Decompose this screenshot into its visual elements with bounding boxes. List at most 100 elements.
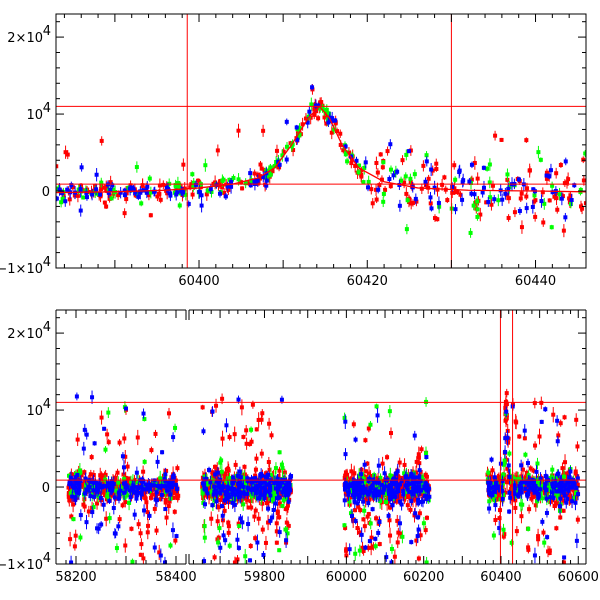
data-point	[568, 193, 573, 198]
data-point	[416, 527, 421, 532]
data-point	[81, 195, 86, 200]
data-point	[344, 150, 349, 155]
data-point	[256, 417, 261, 422]
data-point	[166, 504, 171, 509]
data-point	[407, 479, 412, 484]
data-point	[127, 476, 132, 481]
data-point	[378, 475, 383, 480]
data-point	[349, 161, 354, 166]
data-point	[277, 495, 282, 500]
data-point	[248, 543, 253, 548]
data-point	[125, 464, 130, 469]
data-point	[322, 108, 327, 113]
data-point	[277, 515, 282, 520]
data-point	[141, 556, 146, 561]
data-point	[170, 491, 175, 496]
data-point	[274, 160, 279, 165]
data-point	[118, 190, 123, 195]
data-point	[220, 494, 225, 499]
data-point	[78, 208, 83, 213]
data-point	[397, 460, 402, 465]
data-point	[424, 515, 429, 520]
data-point	[105, 494, 110, 499]
data-point	[487, 499, 492, 504]
y-tick-label: 0	[42, 185, 50, 200]
data-point	[389, 546, 394, 551]
data-point	[70, 185, 75, 190]
data-point	[575, 474, 580, 479]
data-point	[123, 454, 128, 459]
data-point	[536, 150, 541, 155]
data-point	[540, 519, 545, 524]
data-point	[222, 190, 227, 195]
data-point	[450, 190, 455, 195]
data-point	[562, 415, 567, 420]
data-point	[566, 471, 571, 476]
data-point	[68, 491, 73, 496]
data-point	[373, 544, 378, 549]
data-point	[227, 435, 232, 440]
data-point	[424, 159, 429, 164]
data-point	[263, 540, 268, 545]
data-point	[253, 473, 258, 478]
data-point	[362, 479, 367, 484]
data-point	[370, 201, 375, 206]
data-point	[517, 208, 522, 213]
data-point	[414, 470, 419, 475]
data-point	[122, 188, 127, 193]
data-point	[428, 201, 433, 206]
data-point	[384, 491, 389, 496]
data-point	[75, 437, 80, 442]
data-point	[205, 188, 210, 193]
data-point	[419, 447, 424, 452]
data-point	[573, 469, 578, 474]
data-point	[530, 495, 535, 500]
data-point	[105, 490, 110, 495]
data-point	[472, 192, 477, 197]
data-point	[364, 469, 369, 474]
data-point	[385, 149, 390, 154]
data-point	[386, 513, 391, 518]
data-point	[202, 535, 207, 540]
data-point	[453, 207, 458, 212]
data-point	[95, 191, 100, 196]
data-point	[123, 500, 128, 505]
data-point	[533, 503, 538, 508]
data-point	[173, 538, 178, 543]
data-point	[68, 475, 73, 480]
data-point	[142, 417, 147, 422]
data-point	[581, 157, 586, 162]
data-point	[164, 468, 169, 473]
data-point	[281, 498, 286, 503]
data-point	[526, 526, 531, 531]
data-point	[423, 528, 428, 533]
data-point	[203, 163, 208, 168]
data-point	[510, 489, 515, 494]
data-point	[506, 215, 511, 220]
data-point	[104, 204, 109, 209]
data-point	[568, 493, 573, 498]
data-point	[214, 183, 219, 188]
data-point	[567, 196, 572, 201]
data-point	[104, 184, 109, 189]
data-point	[561, 228, 566, 233]
data-point	[174, 192, 179, 197]
data-point	[67, 197, 72, 202]
data-point	[457, 170, 462, 175]
data-point	[131, 188, 136, 193]
data-point	[575, 517, 580, 522]
data-point	[154, 528, 159, 533]
data-point	[550, 190, 555, 195]
data-point	[67, 498, 72, 503]
data-point	[146, 193, 151, 198]
y-tick-label: 10	[26, 108, 43, 123]
data-point	[374, 161, 379, 166]
data-point	[267, 467, 272, 472]
data-point	[468, 230, 473, 235]
data-point	[338, 142, 343, 147]
data-point	[181, 162, 186, 167]
data-point	[255, 178, 260, 183]
data-point	[252, 171, 257, 176]
data-point	[316, 103, 321, 108]
data-point	[345, 159, 350, 164]
